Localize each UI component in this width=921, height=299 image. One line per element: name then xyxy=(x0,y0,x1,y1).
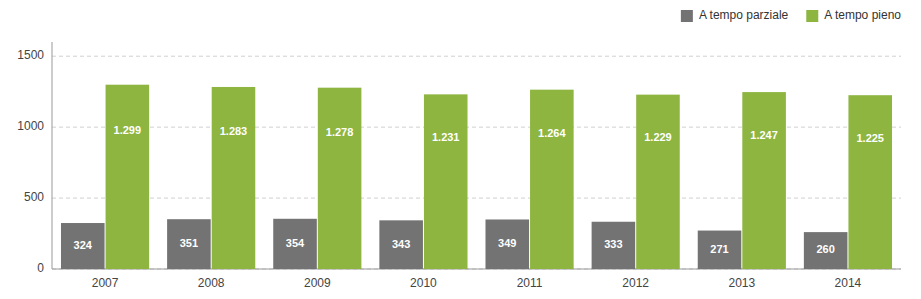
grid xyxy=(52,56,901,269)
bar xyxy=(212,87,256,269)
bar xyxy=(636,95,680,269)
data-label: 354 xyxy=(286,237,305,249)
legend-label: A tempo pieno xyxy=(824,8,901,22)
bar xyxy=(698,231,742,269)
grid-line xyxy=(52,56,901,57)
chart-svg: 0 500 1000 1500 2007 2008 2009 2010 2011 2012 2013… xyxy=(0,0,921,299)
x-tick-label: 2013 xyxy=(728,276,755,290)
data-label: 1.299 xyxy=(114,124,142,136)
bar xyxy=(804,232,848,269)
legend-swatch xyxy=(806,10,818,22)
data-label: 1.231 xyxy=(432,131,460,143)
bar xyxy=(742,92,786,269)
legend-swatch xyxy=(681,10,693,22)
x-tick-label: 2009 xyxy=(304,276,331,290)
data-label: 1.247 xyxy=(750,129,778,141)
x-tick-label: 2012 xyxy=(622,276,649,290)
bar xyxy=(485,219,529,269)
x-tick-label: 2010 xyxy=(410,276,437,290)
data-label: 324 xyxy=(74,239,93,251)
data-label: 1.264 xyxy=(538,127,566,139)
bar xyxy=(273,219,317,269)
bar xyxy=(379,220,423,269)
data-label: 349 xyxy=(498,237,516,249)
legend: A tempo parziale A tempo pieno xyxy=(681,8,901,22)
bar xyxy=(848,95,892,269)
bar xyxy=(167,219,211,269)
bar xyxy=(106,85,150,269)
data-label: 1.278 xyxy=(326,126,354,138)
data-label: 333 xyxy=(604,238,622,250)
data-label: 1.283 xyxy=(220,125,248,137)
x-tick-label: 2008 xyxy=(198,276,225,290)
bar xyxy=(318,88,362,269)
data-label: 260 xyxy=(816,243,834,255)
bar xyxy=(61,223,105,269)
data-label: 271 xyxy=(710,243,728,255)
bar xyxy=(592,222,636,269)
y-tick-label: 0 xyxy=(37,261,44,275)
bar xyxy=(424,94,468,269)
bar xyxy=(530,90,574,269)
data-label: 351 xyxy=(180,237,198,249)
x-tick-label: 2011 xyxy=(517,276,543,290)
y-tick-label: 1000 xyxy=(17,119,44,133)
y-axis-line xyxy=(52,42,53,269)
chart-container: 0 500 1000 1500 2007 2008 2009 2010 2011 2012 2013… xyxy=(0,0,921,299)
data-label: 343 xyxy=(392,238,410,250)
bars xyxy=(61,85,892,269)
data-labels: 324 351 354 343 349 333 271 260 1.299 1.283 1.278 1… xyxy=(74,124,884,256)
data-label: 1.225 xyxy=(856,132,884,144)
y-tick-label: 500 xyxy=(24,190,44,204)
x-tick-label: 2007 xyxy=(92,276,119,290)
y-tick-label: 1500 xyxy=(17,48,44,62)
data-label: 1.229 xyxy=(644,131,672,143)
x-tick-label: 2014 xyxy=(835,276,862,290)
legend-label: A tempo parziale xyxy=(699,8,789,22)
